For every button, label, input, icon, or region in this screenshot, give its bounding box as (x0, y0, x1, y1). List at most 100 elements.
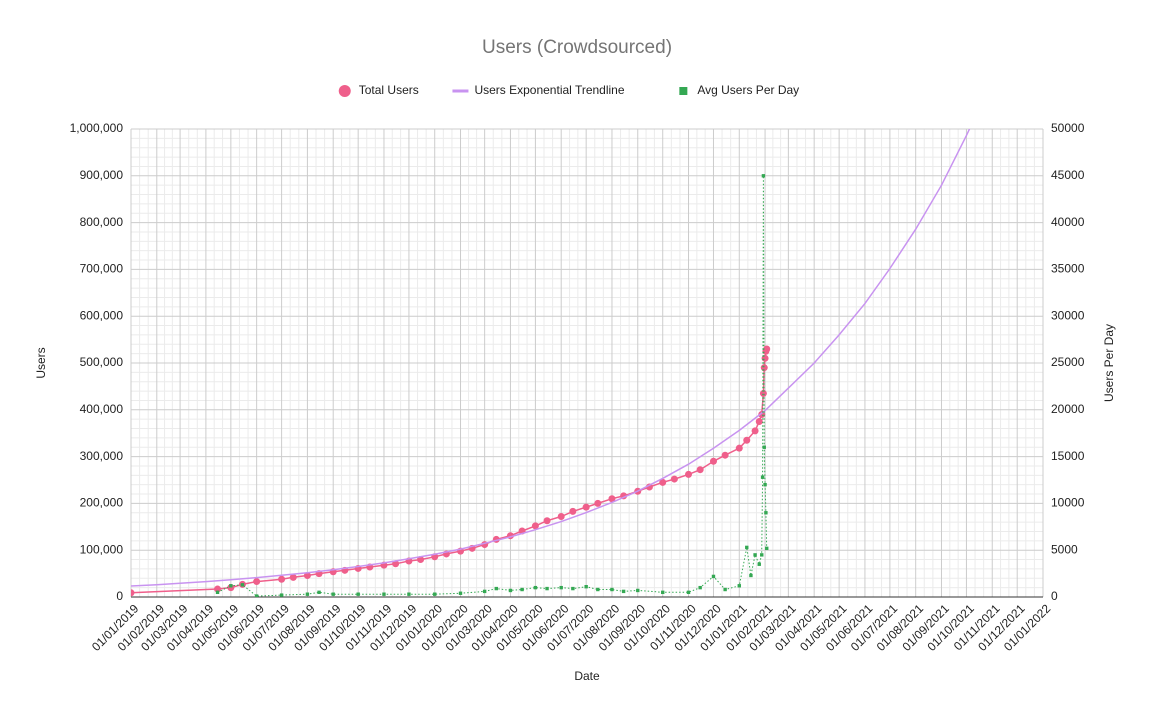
y-tick-label: 1,000,000 (70, 121, 124, 135)
data-point (227, 584, 235, 592)
data-point (685, 470, 693, 478)
y-tick-label: 500,000 (80, 355, 124, 369)
data-point (559, 585, 563, 590)
data-point (737, 584, 741, 588)
data-point (584, 585, 588, 589)
data-point (745, 545, 749, 550)
data-point (751, 427, 759, 435)
data-point (764, 511, 768, 515)
data-point (240, 583, 245, 587)
data-point (608, 495, 616, 503)
data-point (254, 594, 259, 597)
data-point (458, 591, 463, 595)
y2-tick-label: 15000 (1051, 449, 1085, 463)
y2-tick-label: 35000 (1051, 262, 1085, 276)
data-point (661, 590, 665, 595)
data-point (215, 590, 220, 595)
data-point (571, 586, 575, 591)
data-point (735, 444, 743, 452)
y2-axis-label: Users Per Day (1102, 324, 1116, 402)
y2-tick-label: 5000 (1051, 542, 1078, 556)
data-point (610, 587, 614, 592)
data-point (760, 553, 764, 557)
plot-area (131, 129, 971, 597)
x-axis-label: Date (574, 669, 600, 683)
data-point (753, 553, 757, 557)
data-point (763, 345, 771, 353)
data-point (759, 389, 767, 397)
data-point (508, 588, 513, 593)
y2-tick-label: 0 (1051, 589, 1058, 603)
y2-tick-label: 10000 (1051, 496, 1085, 510)
y-tick-label: 100,000 (80, 542, 124, 556)
data-point (356, 592, 360, 596)
data-point (520, 587, 524, 592)
data-point (303, 571, 311, 579)
legend-symbol (679, 87, 688, 95)
data-point (763, 482, 767, 487)
data-point (305, 592, 310, 596)
y2-tick-label: 20000 (1051, 402, 1085, 416)
data-point (670, 475, 678, 483)
data-point (382, 592, 386, 596)
legend: Total Users Users Exponential Trendline Av… (338, 83, 799, 97)
data-point (721, 451, 729, 459)
data-point (407, 592, 411, 596)
data-point (531, 522, 539, 530)
y-tick-label: 200,000 (80, 496, 124, 510)
y2-tick-label: 50000 (1051, 121, 1085, 135)
data-point (743, 436, 751, 444)
y-tick-label: 0 (116, 589, 123, 603)
y-tick-label: 900,000 (80, 168, 124, 182)
data-point (482, 589, 487, 594)
chart-title: Users (Crowdsourced) (482, 37, 672, 58)
data-point (214, 585, 222, 593)
y2-tick-label: 40000 (1051, 215, 1085, 229)
y-tick-label: 700,000 (80, 262, 124, 276)
data-point (761, 174, 766, 178)
data-point (289, 573, 297, 581)
data-point (621, 589, 626, 594)
data-point (686, 590, 691, 595)
data-point (253, 578, 261, 586)
data-point (569, 507, 577, 515)
data-point (279, 593, 284, 597)
legend-label: Users Exponential Trendline (474, 83, 624, 97)
legend-symbol (338, 85, 351, 97)
data-point (331, 592, 335, 596)
data-point (596, 587, 600, 592)
y-tick-label: 300,000 (80, 449, 124, 463)
y-tick-label: 600,000 (80, 308, 124, 322)
data-point (760, 475, 765, 479)
data-point (543, 517, 551, 525)
data-point (765, 546, 769, 551)
data-point (709, 457, 717, 465)
data-point (317, 590, 321, 595)
data-point (494, 586, 498, 591)
data-point (659, 478, 667, 486)
y-tick-label: 800,000 (80, 215, 124, 229)
data-point (417, 556, 425, 564)
y2-tick-label: 30000 (1051, 308, 1085, 322)
series-line (131, 129, 971, 587)
legend-label: Total Users (359, 83, 419, 97)
data-point (433, 592, 437, 596)
data-point (711, 574, 716, 579)
data-point (557, 513, 565, 521)
data-point (757, 562, 761, 566)
data-point (696, 466, 704, 474)
legend-label: Avg Users Per Day (697, 83, 799, 97)
data-point (278, 575, 286, 583)
data-point (762, 445, 766, 449)
data-point (698, 585, 702, 590)
data-point (545, 586, 549, 591)
data-point (755, 418, 763, 425)
data-point (582, 503, 590, 511)
data-point (533, 585, 538, 590)
y2-tick-label: 45000 (1051, 168, 1085, 182)
data-point (749, 573, 753, 578)
data-point (229, 584, 233, 588)
